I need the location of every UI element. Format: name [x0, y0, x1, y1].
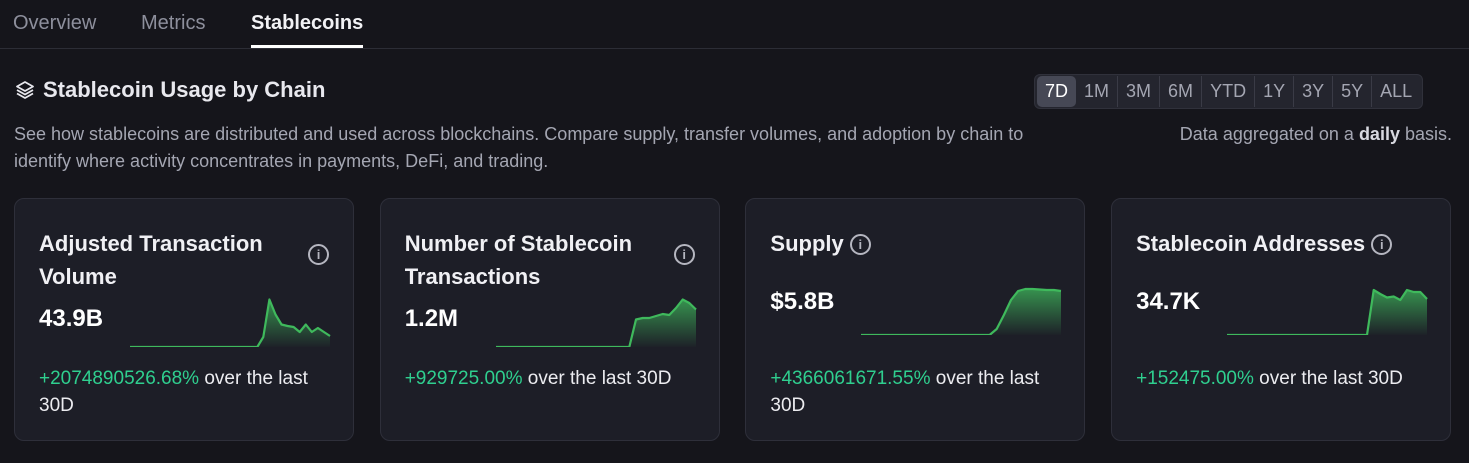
range-ytd[interactable]: YTD [1201, 76, 1254, 107]
metric-title: Supply i [770, 227, 1070, 260]
tab-bar: Overview Metrics Stablecoins [0, 0, 1469, 49]
layers-icon [16, 81, 34, 99]
info-icon[interactable]: i [1371, 234, 1393, 255]
change-percent: +929725.00% [404, 368, 523, 389]
sparkline-chart [861, 287, 1062, 335]
time-range-selector: 7D 1M 3M 6M YTD 1Y 3Y 5Y ALL [1034, 74, 1424, 109]
metric-title-text: Adjusted Transaction Volume [39, 231, 263, 289]
sparkline-chart [495, 298, 697, 347]
sparkline-chart [130, 298, 331, 347]
range-7d[interactable]: 7D [1037, 76, 1077, 107]
change-suffix: over the last 30D [522, 368, 672, 389]
metric-card: Adjusted Transaction Volume i 43.9B +207… [14, 198, 354, 441]
range-1m[interactable]: 1M [1084, 81, 1110, 101]
aggregation-period: daily [1358, 124, 1400, 144]
range-5y[interactable]: 5Y [1332, 76, 1371, 107]
metric-change: +929725.00% over the last 30D [405, 365, 695, 392]
metric-title-text: Supply [770, 231, 844, 256]
sparkline-line [1227, 288, 1428, 335]
metric-title: Adjusted Transaction Volume [39, 227, 289, 293]
sparkline-area [130, 299, 330, 347]
sparkline-chart [1227, 288, 1428, 335]
metric-card: Supply i $5.8B +4366061671.55% over the … [745, 198, 1086, 441]
range-6m[interactable]: 6M [1159, 76, 1201, 107]
metric-value: 34.7K [1136, 288, 1201, 315]
change-percent: +4366061671.55% [770, 368, 931, 389]
metric-change: +2074890526.68% over the last 30D [39, 365, 329, 419]
tab-overview[interactable]: Overview [13, 12, 97, 34]
info-icon[interactable]: i [308, 244, 329, 265]
section-header: Stablecoin Usage by Chain [15, 77, 325, 103]
change-suffix: over the last 30D [39, 368, 308, 416]
info-icon[interactable]: i [849, 234, 871, 255]
sparkline-line [861, 287, 1062, 335]
metric-title-text: Number of Stablecoin Transactions [404, 231, 633, 289]
range-1y[interactable]: 1Y [1254, 76, 1293, 107]
range-all[interactable]: ALL [1371, 76, 1420, 107]
section-title: Stablecoin Usage by Chain [43, 77, 326, 102]
aggregation-suffix: basis. [1399, 124, 1452, 144]
change-percent: +2074890526.68% [39, 368, 200, 389]
range-3m[interactable]: 3M [1117, 76, 1159, 107]
metric-title: Number of Stablecoin Transactions [405, 227, 655, 293]
metric-change: +4366061671.55% over the last 30D [770, 365, 1060, 419]
metric-title: Stablecoin Addresses i [1136, 227, 1436, 260]
metric-card: Number of Stablecoin Transactions i 1.2M… [379, 198, 720, 441]
metric-change: +152475.00% over the last 30D [1136, 365, 1426, 392]
metric-value: $5.8B [770, 288, 835, 315]
info-icon[interactable]: i [673, 244, 695, 265]
change-suffix: over the last 30D [1253, 368, 1403, 389]
sparkline-area [861, 289, 1062, 335]
sparkline-area [495, 299, 696, 347]
tab-stablecoins[interactable]: Stablecoins [251, 12, 364, 48]
sparkline-line [495, 298, 697, 347]
metric-value: 1.2M [404, 305, 459, 332]
metric-title-text: Stablecoin Addresses [1136, 231, 1366, 256]
section-description: See how stablecoins are distributed and … [14, 124, 1024, 171]
change-percent: +152475.00% [1136, 368, 1254, 389]
sparkline-line [130, 298, 331, 347]
sparkline-area [1227, 290, 1428, 335]
metric-card: Stablecoin Addresses i 34.7K +152475.00%… [1111, 198, 1452, 441]
range-3y[interactable]: 3Y [1293, 76, 1332, 107]
change-suffix: over the last 30D [770, 368, 1040, 416]
metric-value: 43.9B [39, 305, 104, 332]
aggregation-note: Data aggregated on a daily basis. [1180, 124, 1452, 145]
tab-metrics[interactable]: Metrics [141, 12, 206, 34]
aggregation-prefix: Data aggregated on a [1179, 124, 1359, 144]
